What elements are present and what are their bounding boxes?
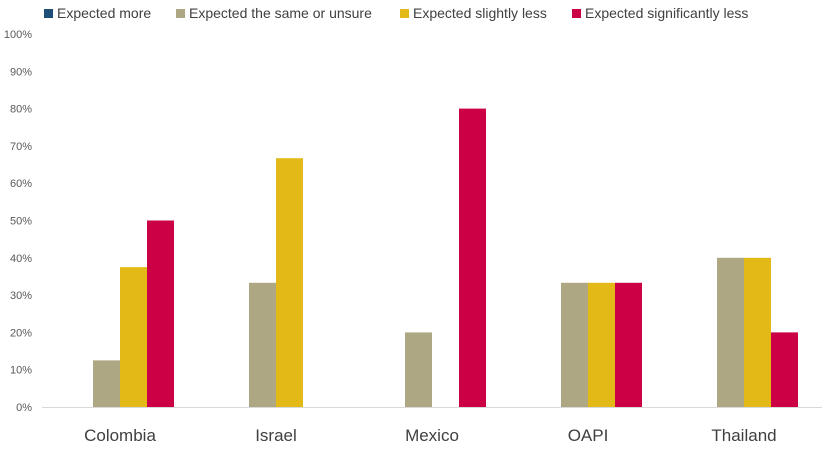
y-tick-label: 100% xyxy=(4,29,32,41)
legend-swatch xyxy=(44,9,53,18)
bar xyxy=(717,257,744,407)
bar xyxy=(588,282,615,407)
y-tick-label: 70% xyxy=(10,141,32,153)
bar xyxy=(249,282,276,407)
x-category-label: Colombia xyxy=(84,426,156,445)
bar xyxy=(744,257,771,407)
y-tick-label: 20% xyxy=(10,327,32,339)
bar xyxy=(615,282,642,407)
x-category-label: OAPI xyxy=(568,426,609,445)
bar xyxy=(561,282,588,407)
y-tick-label: 50% xyxy=(10,216,32,228)
y-tick-label: 60% xyxy=(10,178,32,190)
bar xyxy=(276,158,303,407)
legend-swatch xyxy=(400,9,409,18)
legend-swatch xyxy=(176,9,185,18)
y-tick-label: 30% xyxy=(10,290,32,302)
y-tick-label: 80% xyxy=(10,104,32,116)
x-category-label: Israel xyxy=(255,426,297,445)
y-tick-label: 10% xyxy=(10,365,32,377)
legend-label: Expected significantly less xyxy=(585,5,748,21)
y-tick-label: 40% xyxy=(10,253,32,265)
bar xyxy=(405,332,432,407)
bar xyxy=(120,267,147,407)
bar xyxy=(459,108,486,407)
legend-label: Expected slightly less xyxy=(413,5,547,21)
x-category-label: Mexico xyxy=(405,426,459,445)
bar xyxy=(93,360,120,407)
legend-label: Expected more xyxy=(57,5,151,21)
y-tick-label: 0% xyxy=(16,402,32,414)
legend-swatch xyxy=(572,9,581,18)
x-category-label: Thailand xyxy=(711,426,776,445)
bar xyxy=(147,220,174,407)
legend-label: Expected the same or unsure xyxy=(189,5,372,21)
y-tick-label: 90% xyxy=(10,66,32,78)
bar xyxy=(771,332,798,407)
